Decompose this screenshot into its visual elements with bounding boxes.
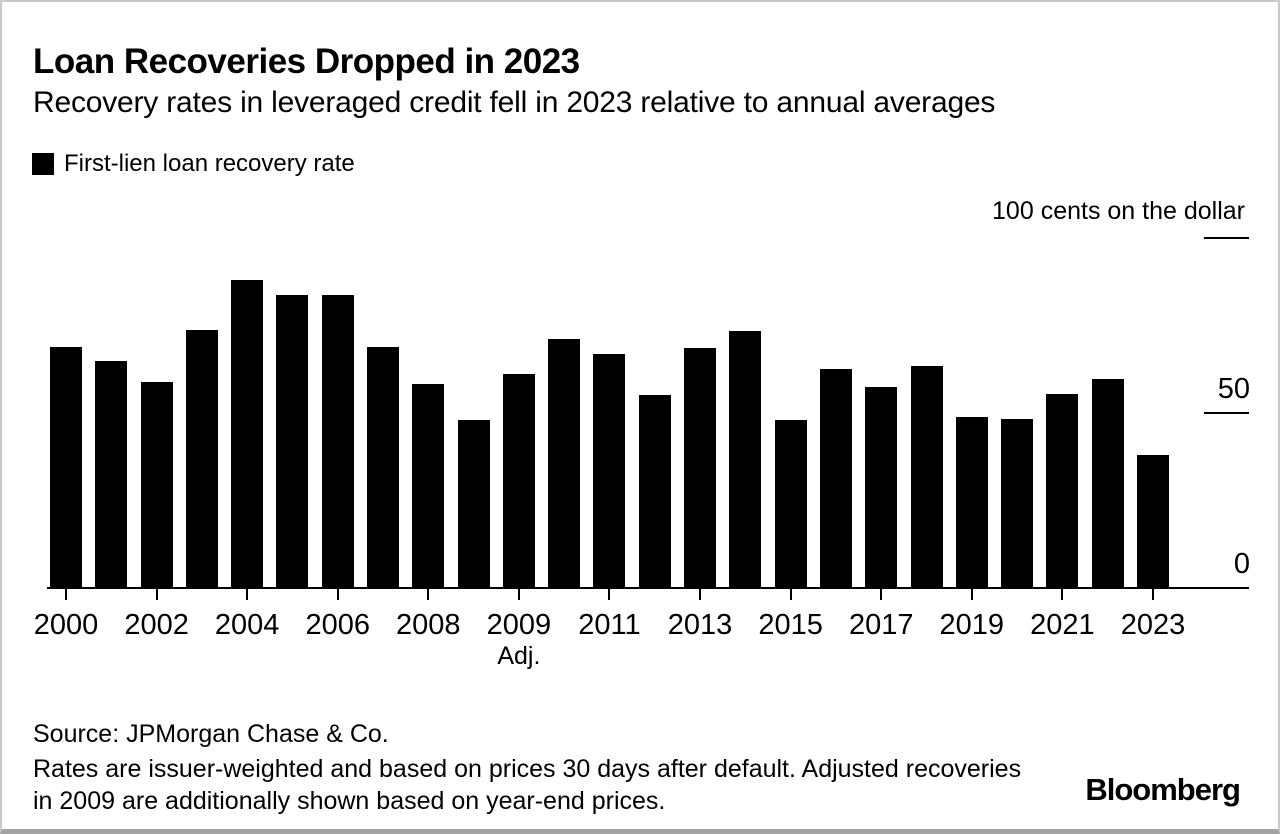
bar-2008 <box>412 383 445 588</box>
bar-2010 <box>548 338 581 588</box>
x-tick-label: 2004 <box>214 609 280 641</box>
x-tick <box>1061 589 1064 600</box>
x-tick <box>246 589 249 600</box>
bar-2003 <box>185 330 218 588</box>
x-tick-label: 2021 <box>1030 609 1095 641</box>
x-tick <box>517 589 520 600</box>
bar-2002 <box>140 381 173 588</box>
x-tick <box>336 589 339 600</box>
x-axis-line <box>47 587 1249 589</box>
bar-2020 <box>1001 419 1034 588</box>
y-tick <box>1204 412 1249 414</box>
bar-2007 <box>367 346 400 588</box>
chart-title: Loan Recoveries Dropped in 2023 <box>33 42 580 81</box>
x-tick <box>608 589 611 600</box>
x-tick <box>970 589 973 600</box>
bar-2004 <box>231 280 264 588</box>
x-tick-label: 2002 <box>124 609 189 641</box>
bar-2022 <box>1091 378 1124 588</box>
x-tick-label: 2013 <box>667 609 733 641</box>
x-tick <box>65 589 67 600</box>
x-tick-label: 2017 <box>848 609 914 641</box>
x-tick-label: 2008 <box>396 609 461 641</box>
bar-2001 <box>95 360 128 588</box>
x-tick-label: 2023 <box>1120 609 1186 641</box>
chart-subtitle: Recovery rates in leveraged credit fell … <box>33 86 996 119</box>
x-tick-label: 2019 <box>939 609 1005 641</box>
bar-2012 <box>638 394 671 588</box>
x-tick-label: 2000 <box>33 609 99 641</box>
x-tick-sublabel: Adj. <box>497 642 541 670</box>
x-tick <box>155 589 158 600</box>
x-tick-label: 2009 Adj. <box>449 610 589 671</box>
legend: First-lien loan recovery rate <box>32 150 355 178</box>
bar-2005 <box>276 295 309 588</box>
bar-2016 <box>819 368 852 588</box>
bar-2006 <box>321 295 354 588</box>
x-tick <box>880 589 883 600</box>
bar-2009 Adj. <box>502 373 535 588</box>
x-tick <box>699 589 702 600</box>
bar-2015 <box>774 419 807 588</box>
y-tick-label: 50 <box>1217 373 1250 405</box>
bar-2019 <box>955 416 988 588</box>
x-tick <box>427 589 430 600</box>
x-tick-label: 2011 <box>578 609 641 641</box>
legend-swatch-icon <box>32 153 54 175</box>
bar-2013 <box>684 347 717 588</box>
footnote-text: Rates are issuer-weighted and based on p… <box>33 755 1022 815</box>
bar-2023 <box>1136 455 1169 588</box>
bar-2000 <box>50 346 82 588</box>
bar-2017 <box>865 387 898 588</box>
x-tick <box>789 589 792 600</box>
source-text: Source: JPMorgan Chase & Co. <box>33 720 389 748</box>
y-axis-unit-label: 100 cents on the dollar <box>992 197 1245 225</box>
bar-2014 <box>729 331 762 588</box>
x-tick <box>1151 589 1154 600</box>
bloomberg-logo: Bloomberg <box>1085 772 1241 807</box>
legend-label: First-lien loan recovery rate <box>64 150 355 177</box>
y-tick <box>1204 237 1249 239</box>
x-tick-label: 2006 <box>305 609 370 641</box>
bar-2018 <box>910 366 943 588</box>
bar-2021 <box>1046 393 1079 588</box>
bar-2011 <box>593 353 626 588</box>
x-tick-label: 2015 <box>758 609 823 641</box>
y-tick-label: 0 <box>1233 548 1250 580</box>
bar-2009 <box>457 419 490 588</box>
